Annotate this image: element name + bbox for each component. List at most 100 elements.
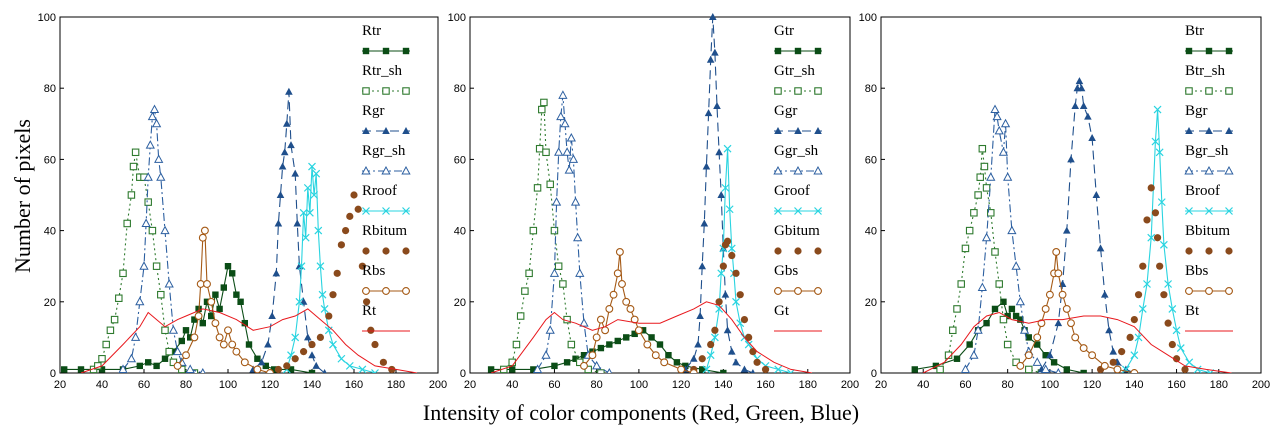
data-point-rtr — [77, 366, 85, 373]
data-point-broof — [1185, 358, 1194, 367]
data-point-rtr — [224, 263, 232, 270]
data-point-rgr — [285, 87, 293, 95]
data-point-bgr-sh — [998, 147, 1009, 156]
data-point-rbs — [200, 226, 209, 235]
data-point-ggr — [711, 48, 719, 56]
data-point-bgr-sh — [986, 172, 996, 181]
data-point-bbitum — [1109, 358, 1117, 366]
data-point-ggr-sh — [556, 111, 566, 121]
data-point-rbitum — [363, 298, 371, 306]
legend-label-gbs: Gbs — [774, 263, 798, 279]
legend-marker-btr-sh — [1185, 87, 1193, 95]
y-tick-label: 60 — [454, 154, 466, 166]
data-point-rtr-sh — [123, 219, 131, 228]
data-point-bgr-sh — [960, 364, 971, 373]
legend-marker-rgr — [402, 127, 410, 134]
data-point-broof — [1153, 105, 1162, 114]
data-point-gtr-sh — [535, 144, 544, 153]
data-point-rbitum — [283, 362, 291, 370]
data-point-bgr-sh — [1032, 357, 1042, 366]
data-point-ggr — [713, 102, 721, 109]
data-point-gtr-sh — [542, 148, 550, 157]
data-point-bgr — [1088, 134, 1096, 142]
data-point-bbs — [1079, 344, 1088, 353]
data-point-broof — [1134, 333, 1143, 342]
data-point-rtr-sh — [165, 347, 173, 356]
legend-marker-broof — [1185, 207, 1193, 215]
y-tick-label: 20 — [454, 297, 466, 309]
data-point-rbs — [253, 365, 262, 373]
data-point-btr — [911, 366, 918, 373]
data-point-rgr — [322, 369, 327, 373]
legend-marker-ggr — [794, 127, 802, 134]
legend-marker-rgr — [362, 127, 370, 134]
data-point-rgr-sh — [185, 364, 195, 373]
data-point-bgr — [1092, 191, 1101, 198]
legend-marker-rroof — [402, 207, 410, 215]
x-tick-label: 140 — [714, 379, 732, 391]
data-point-groof — [725, 205, 734, 214]
legend-marker-ggr-sh — [793, 165, 803, 175]
legend-label-bt: Bt — [1185, 303, 1200, 319]
data-point-bbs — [1067, 319, 1075, 328]
data-point-groof — [715, 304, 724, 313]
data-point-rtr-sh — [157, 290, 165, 299]
data-point-bbs — [1045, 290, 1054, 299]
chart-panels: 20 40 60 80 100 120 140 160 180 200020406080100Rt… — [38, 12, 1271, 391]
data-point-gtr-sh — [533, 184, 542, 192]
legend-marker-rroof — [362, 207, 370, 215]
data-point-gtr — [614, 337, 621, 345]
data-point-ggr-sh — [560, 118, 570, 128]
data-point-rbitum — [308, 340, 316, 349]
data-point-ggr-sh — [562, 147, 572, 156]
x-tick-label: 60 — [138, 379, 150, 391]
data-point-rtr — [229, 270, 236, 277]
legend-marker-bbs — [1185, 287, 1193, 295]
data-point-rbitum — [316, 333, 324, 341]
data-point-gbs — [588, 351, 597, 360]
data-point-gtr — [623, 334, 630, 341]
data-point-bgr — [1075, 77, 1084, 85]
legend-label-rbitum: Rbitum — [362, 223, 407, 239]
data-point-btr — [1050, 359, 1058, 366]
data-point-ggr — [715, 148, 723, 156]
data-point-rbitum — [325, 312, 333, 320]
legend-marker-bgr — [1205, 127, 1213, 134]
data-point-rbitum — [333, 269, 341, 277]
data-point-bbitum — [1168, 340, 1176, 349]
data-point-bbitum — [1139, 262, 1147, 270]
data-point-gbitum — [715, 298, 723, 306]
data-point-rtr — [212, 291, 219, 298]
data-point-groof — [744, 340, 753, 349]
data-point-bgr-sh — [990, 104, 1000, 114]
data-point-gbs — [596, 315, 605, 324]
data-point-ggr — [702, 162, 711, 170]
data-point-rgr-sh — [156, 172, 166, 181]
data-point-bgr-sh — [992, 111, 1002, 121]
legend-marker-gbs — [774, 287, 782, 295]
data-point-ggr — [706, 55, 715, 63]
data-point-btr-sh — [995, 280, 1003, 288]
data-point-bgr — [1105, 326, 1113, 334]
data-point-rbs — [173, 361, 182, 370]
data-point-rgr — [257, 358, 266, 366]
data-point-gtr — [631, 330, 638, 338]
data-point-rbs — [194, 312, 203, 320]
legend-marker-rgr-sh — [361, 165, 371, 175]
data-point-rbitum — [337, 241, 345, 249]
data-point-rgr — [299, 297, 308, 305]
data-point-rtr — [182, 327, 190, 334]
data-point-gbs — [626, 304, 635, 313]
data-point-btr — [966, 341, 973, 348]
data-point-gbs — [660, 358, 669, 367]
data-point-btr-sh — [957, 280, 965, 288]
legend-marker-gtr — [794, 47, 802, 55]
data-point-rtr — [178, 337, 185, 345]
plot-area — [59, 16, 439, 374]
y-tick-label: 60 — [44, 154, 56, 166]
data-point-rtr — [245, 341, 253, 348]
data-point-rgr-sh — [143, 172, 153, 181]
data-point-groof — [706, 351, 715, 360]
y-tick-label: 40 — [865, 226, 877, 238]
data-point-rtr — [136, 362, 143, 370]
